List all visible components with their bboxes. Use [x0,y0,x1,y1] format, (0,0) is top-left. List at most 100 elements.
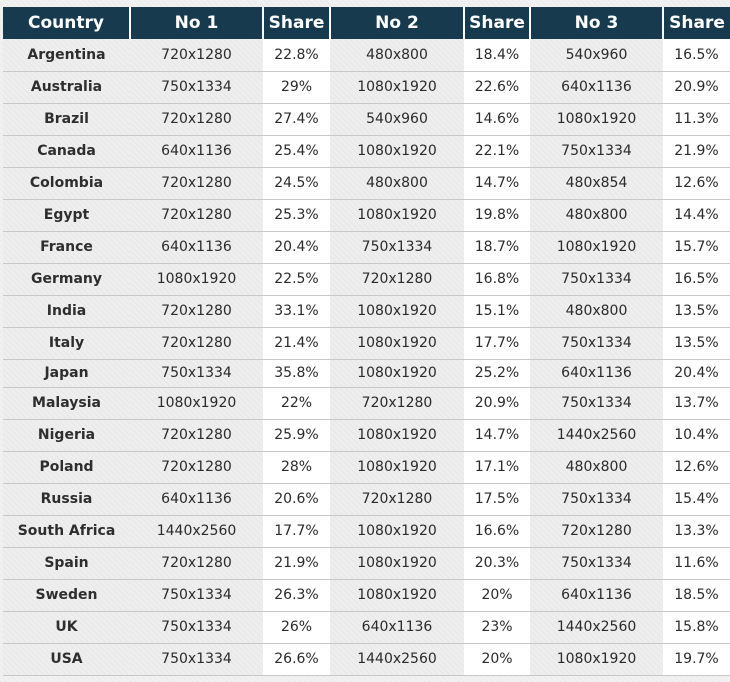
resolution-3-cell: 1440x2560 [530,611,663,643]
share-3-cell: 21.9% [663,135,730,167]
share-2-cell: 20% [464,579,530,611]
country-cell: Italy [3,327,130,359]
table-header: Country No 1 Share No 2 Share No 3 Share [3,7,730,39]
country-cell: Argentina [3,39,130,71]
table-row: France 640x1136 20.4% 750x1334 18.7% 1080x192… [3,231,730,263]
resolution-1-cell: 750x1334 [130,579,263,611]
country-cell: Malaysia [3,387,130,419]
resolution-1-cell: 640x1136 [130,483,263,515]
resolution-2-cell: 1080x1920 [330,547,464,579]
resolution-1-cell: 720x1280 [130,419,263,451]
header-share-3: Share [663,7,730,39]
resolution-3-cell: 540x960 [530,39,663,71]
resolution-3-cell: 720x1280 [530,515,663,547]
share-3-cell: 20.4% [663,359,730,387]
country-cell: Russia [3,483,130,515]
resolution-3-cell: 480x800 [530,295,663,327]
share-1-cell: 24.5% [263,167,330,199]
resolution-3-cell: 750x1334 [530,263,663,295]
share-1-cell: 29% [263,71,330,103]
country-cell: Colombia [3,167,130,199]
resolution-3-cell: 480x800 [530,199,663,231]
share-1-cell: 27.4% [263,103,330,135]
resolution-3-cell: 1080x1920 [530,231,663,263]
header-row: Country No 1 Share No 2 Share No 3 Share [3,7,730,39]
resolution-2-cell: 720x1280 [330,483,464,515]
table-row: South Africa 1440x2560 17.7% 1080x1920 16.6%… [3,515,730,547]
share-1-cell: 22% [263,387,330,419]
share-1-cell: 25.9% [263,419,330,451]
resolution-2-cell: 720x1280 [330,387,464,419]
country-cell: Germany [3,263,130,295]
resolution-1-cell: 1080x1920 [130,387,263,419]
resolution-1-cell: 640x1136 [130,135,263,167]
share-3-cell: 15.7% [663,231,730,263]
resolution-2-cell: 480x800 [330,167,464,199]
table-row: Canada 640x1136 25.4% 1080x1920 22.1% 750x133… [3,135,730,167]
header-share-1: Share [263,7,331,39]
share-2-cell: 20.9% [464,387,530,419]
header-country: Country [3,7,131,39]
table-row: Italy 720x1280 21.4% 1080x1920 17.7% 750x1334… [3,327,730,359]
resolution-2-cell: 480x800 [330,39,464,71]
share-3-cell: 14.4% [663,199,730,231]
header-no-1: No 1 [130,7,264,39]
table-row: Argentina 720x1280 22.8% 480x800 18.4% 540x96… [3,39,730,71]
resolution-1-cell: 720x1280 [130,451,263,483]
share-1-cell: 33.1% [263,295,330,327]
resolution-3-cell: 750x1334 [530,135,663,167]
share-2-cell: 18.7% [464,231,530,263]
share-3-cell: 20.9% [663,71,730,103]
share-1-cell: 25.4% [263,135,330,167]
share-3-cell: 12.6% [663,167,730,199]
table-row: Australia 750x1334 29% 1080x1920 22.6% 640x11… [3,71,730,103]
share-1-cell: 20.6% [263,483,330,515]
resolution-3-cell: 640x1136 [530,359,663,387]
screen-resolution-table: Country No 1 Share No 2 Share No 3 Share… [3,7,730,676]
table-row: Malaysia 1080x1920 22% 720x1280 20.9% 750x133… [3,387,730,419]
share-2-cell: 20.3% [464,547,530,579]
resolution-3-cell: 480x800 [530,451,663,483]
table-row: Brazil 720x1280 27.4% 540x960 14.6% 1080x1920… [3,103,730,135]
share-2-cell: 17.7% [464,327,530,359]
share-2-cell: 16.8% [464,263,530,295]
table-row: India 720x1280 33.1% 1080x1920 15.1% 480x800 1… [3,295,730,327]
resolution-2-cell: 1080x1920 [330,359,464,387]
resolution-1-cell: 720x1280 [130,547,263,579]
resolution-1-cell: 720x1280 [130,295,263,327]
header-no-3: No 3 [530,7,664,39]
share-2-cell: 17.1% [464,451,530,483]
table-row: Germany 1080x1920 22.5% 720x1280 16.8% 750x13… [3,263,730,295]
resolution-2-cell: 750x1334 [330,231,464,263]
table-row: Japan 750x1334 35.8% 1080x1920 25.2% 640x1136… [3,359,730,387]
table-row: Colombia 720x1280 24.5% 480x800 14.7% 480x854… [3,167,730,199]
share-2-cell: 20% [464,643,530,675]
share-3-cell: 11.3% [663,103,730,135]
share-1-cell: 22.5% [263,263,330,295]
country-cell: Spain [3,547,130,579]
share-2-cell: 16.6% [464,515,530,547]
share-1-cell: 21.9% [263,547,330,579]
share-2-cell: 15.1% [464,295,530,327]
resolution-3-cell: 750x1334 [530,327,663,359]
resolution-2-cell: 1080x1920 [330,515,464,547]
resolution-1-cell: 1440x2560 [130,515,263,547]
share-2-cell: 18.4% [464,39,530,71]
resolution-2-cell: 1080x1920 [330,71,464,103]
resolution-3-cell: 750x1334 [530,387,663,419]
resolution-3-cell: 1080x1920 [530,103,663,135]
resolution-1-cell: 720x1280 [130,39,263,71]
country-cell: USA [3,643,130,675]
table-row: Sweden 750x1334 26.3% 1080x1920 20% 640x1136 1… [3,579,730,611]
share-1-cell: 25.3% [263,199,330,231]
country-cell: UK [3,611,130,643]
resolution-1-cell: 750x1334 [130,71,263,103]
resolution-1-cell: 720x1280 [130,199,263,231]
resolution-2-cell: 720x1280 [330,263,464,295]
share-2-cell: 25.2% [464,359,530,387]
share-3-cell: 13.5% [663,295,730,327]
share-2-cell: 22.1% [464,135,530,167]
country-cell: Canada [3,135,130,167]
share-3-cell: 12.6% [663,451,730,483]
